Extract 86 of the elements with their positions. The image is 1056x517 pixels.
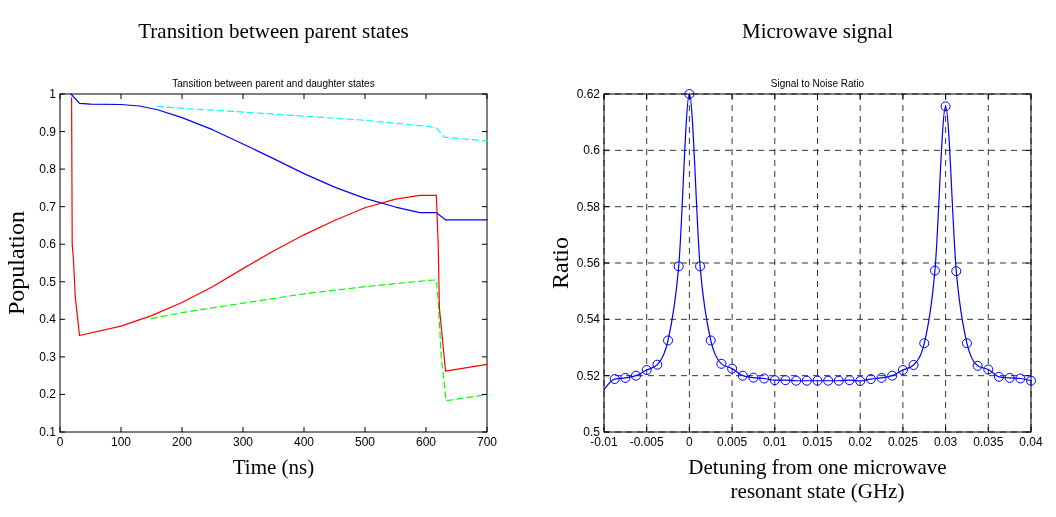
point [759,373,770,384]
x-tick-label: 300 [232,435,254,449]
line-series [70,97,488,372]
point [716,358,727,369]
point [993,371,1004,382]
y-tick-label: 0.58 [576,199,601,214]
x-axis-title: Time (ns) [232,455,315,479]
point [1004,372,1015,383]
y-tick-label: 0.6 [39,237,57,252]
y-axis-title: Ratio [547,237,573,289]
point [961,338,972,349]
x-tick-label: 400 [293,435,315,449]
point [801,375,812,386]
point [865,374,876,385]
y-tick-label: 1 [49,87,57,101]
chart-title: Microwave signal [741,19,894,43]
line-series [70,93,488,221]
point [887,370,898,381]
point [705,335,716,346]
x-tick-label: 0.025 [887,435,919,449]
x-tick-label: 0 [56,435,64,449]
x-tick-label: 0.02 [848,435,873,449]
x-tick-label: 500 [354,435,376,449]
y-tick-label: 0.9 [39,124,57,139]
x-tick-label: 700 [476,435,498,449]
chart-title: Transition between parent states [138,19,409,43]
point [1026,375,1036,386]
point [695,261,706,272]
point [791,375,802,386]
x-tick-label: 0.04 [1019,435,1043,449]
point [876,372,887,383]
line-series [157,105,488,142]
point [908,359,919,370]
y-tick-label: 0.52 [576,368,601,383]
y-tick-label: 0.1 [39,425,57,439]
point [727,363,738,374]
y-tick-label: 0.4 [39,312,57,327]
point [897,365,908,376]
point [855,376,866,387]
point [844,375,855,386]
point [769,375,780,386]
y-tick-label: 0.62 [576,87,601,101]
point [673,261,684,272]
y-tick-label: 0.3 [39,349,57,364]
point [780,375,791,386]
y-tick-label: 0.54 [576,312,601,327]
point [951,266,962,277]
point [983,364,994,375]
point [940,101,951,112]
point [748,372,759,383]
point [833,375,844,386]
point [812,375,823,386]
x-tick-label: 100 [110,435,132,449]
point [1015,373,1026,384]
y-tick-label: 0.5 [39,274,57,289]
y-axis-title: Population [3,210,29,316]
point [631,370,642,381]
point [684,89,695,99]
y-tick-label: 0.56 [576,256,601,270]
x-tick-label: 0.005 [717,435,748,449]
point [609,374,620,385]
x-tick-label: 0.015 [802,435,833,449]
point [972,360,983,371]
y-tick-label: 0.6 [583,143,601,158]
point [652,359,663,370]
x-tick-label: 0 [686,435,694,449]
point [641,365,652,376]
point [663,335,674,346]
x-tick-label: 0.035 [973,435,1004,449]
x-tick-label: -0.005 [629,435,665,449]
x-axis-title: Detuning from one microwave resonant state (GHz) [688,455,947,503]
point [620,372,631,383]
point [737,370,748,381]
x-tick-label: 0.03 [933,435,958,449]
point [823,375,834,386]
point [919,338,930,349]
chart-subtitle: Signal to Noise Ratio [770,78,865,89]
y-tick-label: 0.7 [39,199,57,214]
x-tick-label: 600 [415,435,437,449]
y-tick-label: 0.2 [39,387,57,402]
x-tick-label: 0.01 [763,435,787,449]
x-tick-label: 200 [171,435,193,449]
line-series [150,279,488,402]
y-tick-label: 0.8 [39,162,57,177]
chart-subtitle: Tansition between parent and daughter states [172,78,375,89]
point [929,265,940,276]
